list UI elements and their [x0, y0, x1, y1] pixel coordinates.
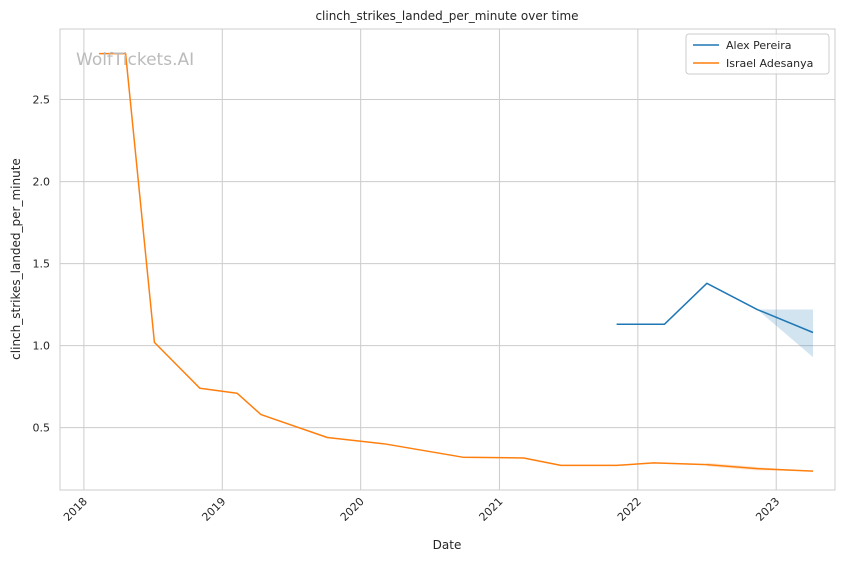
series-0-line	[616, 282, 814, 334]
x-axis-ticks: 2018 2019 2020 2021 2022 2023	[61, 495, 782, 524]
y-tick-label: 0.5	[33, 422, 51, 435]
series-lines	[99, 52, 814, 472]
y-tick-label: 1.5	[33, 258, 51, 271]
series-1-line	[99, 52, 814, 472]
legend-label: Alex Pereira	[726, 39, 792, 52]
x-tick-label: 2018	[61, 495, 90, 524]
y-axis-ticks: 0.5 1.0 1.5 2.0 2.5	[33, 94, 51, 435]
y-tick-label: 2.5	[33, 94, 51, 107]
y-tick-label: 1.0	[33, 340, 51, 353]
grid	[60, 29, 835, 490]
legend: Alex Pereira Israel Adesanya	[685, 33, 830, 75]
x-tick-label: 2022	[615, 495, 644, 524]
x-tick-label: 2020	[338, 495, 367, 524]
x-tick-label: 2023	[753, 495, 782, 524]
plot-area	[60, 29, 835, 490]
x-tick-label: 2019	[199, 495, 228, 524]
plot-frame	[59, 28, 836, 491]
x-tick-label: 2021	[477, 495, 506, 524]
y-axis-title: clinch_strikes_landed_per_minute	[9, 158, 23, 360]
x-axis-title: Date	[433, 538, 462, 552]
legend-frame	[685, 33, 830, 75]
chart-title: clinch_strikes_landed_per_minute over ti…	[315, 9, 578, 23]
series-0-band	[757, 309, 814, 358]
legend-label: Israel Adesanya	[726, 57, 813, 70]
watermark: WolfTickets.AI	[76, 50, 194, 70]
y-tick-label: 2.0	[33, 176, 51, 189]
